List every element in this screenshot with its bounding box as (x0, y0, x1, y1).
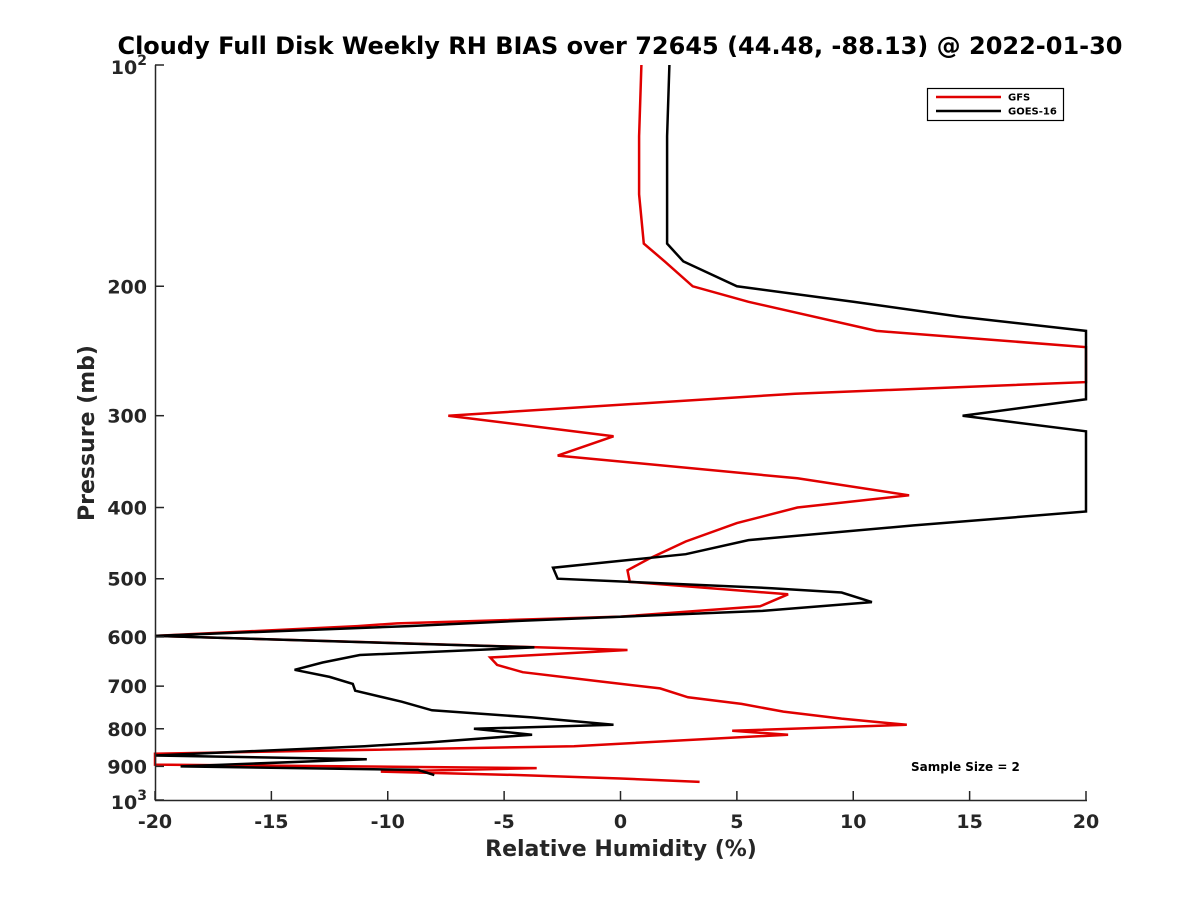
sample-size-annotation: Sample Size = 2 (911, 760, 1020, 774)
x-tick-label: -5 (494, 811, 515, 833)
y-tick-label: 800 (107, 719, 147, 741)
y-tick-label: 400 (107, 498, 147, 520)
y-tick-label: 700 (107, 676, 147, 698)
x-tick-label: 15 (956, 811, 982, 833)
x-tick-label: 10 (840, 811, 866, 833)
axes-layer (154, 65, 1087, 802)
x-tick-label: 0 (614, 811, 627, 833)
x-tick-label: -20 (138, 811, 172, 833)
series-layer (153, 64, 1088, 784)
x-tick-label: 5 (730, 811, 743, 833)
y-tick-label: 300 (107, 406, 147, 428)
legend-label-goes-16: GOES-16 (1008, 107, 1057, 118)
legend-label-gfs: GFS (1008, 93, 1030, 104)
y-tick-label: 500 (107, 569, 147, 591)
x-tick-label: -15 (254, 811, 288, 833)
legend: GFS GOES-16 (926, 87, 1065, 122)
x-ticks: -20 -15 -10 -5 0 5 10 15 20 (138, 791, 1099, 833)
x-tick-label: -10 (371, 811, 405, 833)
series-line-goes-16 (154, 64, 1088, 777)
y-tick-label: 200 (107, 276, 147, 298)
chart-title: Cloudy Full Disk Weekly RH BIAS over 726… (117, 32, 1122, 60)
y-tick-label-power: 102 (111, 53, 147, 79)
legend-box (926, 87, 1065, 122)
y-tick-label: 900 (107, 756, 147, 778)
x-tick-label: 20 (1073, 811, 1099, 833)
y-tick-label-power: 103 (111, 788, 147, 814)
y-ticks: 200 300 400 500 600 700 800 900 102 103 (107, 53, 164, 814)
y-axis-label: Pressure (mb) (75, 345, 100, 521)
y-tick-label: 600 (107, 627, 147, 649)
x-axis-label: Relative Humidity (%) (485, 837, 757, 862)
